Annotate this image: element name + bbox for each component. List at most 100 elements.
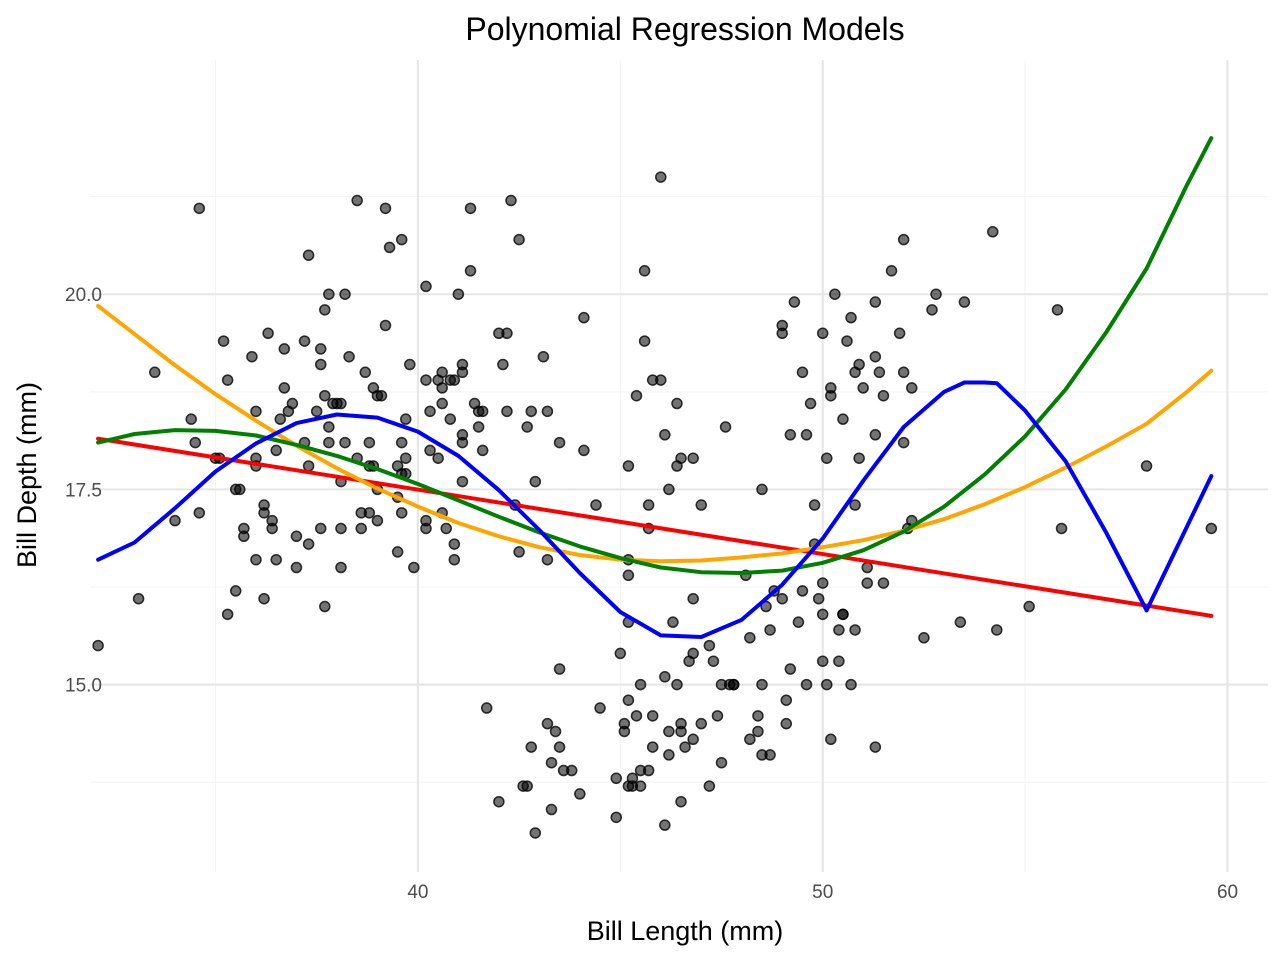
data-point xyxy=(897,436,910,449)
data-point xyxy=(756,483,768,496)
data-point xyxy=(464,202,477,215)
data-point xyxy=(493,795,505,808)
data-point xyxy=(784,663,797,675)
data-point xyxy=(383,241,396,254)
data-point xyxy=(675,717,687,730)
data-point xyxy=(400,452,412,464)
data-point xyxy=(464,265,477,277)
data-point xyxy=(958,296,971,308)
data-point xyxy=(395,436,408,449)
data-point xyxy=(869,741,882,753)
data-point xyxy=(659,671,671,683)
data-point xyxy=(760,600,772,613)
data-point xyxy=(448,538,461,550)
y-axis-label: Bill Depth (mm) xyxy=(12,382,42,568)
regression-line-2 xyxy=(96,303,1214,564)
data-point xyxy=(545,756,558,769)
data-point xyxy=(314,522,327,535)
y-tick-label: 15.0 xyxy=(65,676,102,697)
data-point xyxy=(339,436,351,449)
data-point xyxy=(877,389,890,402)
data-point xyxy=(529,475,542,488)
data-point xyxy=(302,249,315,261)
x-tick-label: 40 xyxy=(407,882,428,903)
data-point xyxy=(302,538,315,550)
data-point xyxy=(744,733,756,746)
data-point xyxy=(614,647,627,660)
data-point xyxy=(679,741,691,753)
data-point xyxy=(505,194,517,207)
data-point xyxy=(290,530,303,543)
data-point xyxy=(408,561,420,574)
data-point xyxy=(456,358,469,371)
data-point xyxy=(986,226,999,238)
x-axis-label: Bill Length (mm) xyxy=(587,916,784,946)
data-point xyxy=(319,389,331,402)
data-point xyxy=(323,421,335,433)
data-point xyxy=(756,678,768,691)
data-point xyxy=(646,710,659,722)
data-point xyxy=(343,350,355,363)
data-point xyxy=(132,592,145,605)
data-point xyxy=(432,452,444,464)
data-point xyxy=(310,405,323,418)
data-point xyxy=(565,764,578,777)
data-point xyxy=(780,694,793,706)
data-point xyxy=(185,413,197,425)
data-point xyxy=(278,382,291,394)
data-point xyxy=(314,358,327,371)
y-tick-label: 17.5 xyxy=(65,480,102,501)
data-point xyxy=(663,749,675,761)
data-point xyxy=(497,358,509,371)
data-point xyxy=(663,725,675,738)
data-point xyxy=(796,585,809,597)
major-gridlines xyxy=(90,60,1268,872)
data-point xyxy=(541,717,554,730)
data-point xyxy=(278,343,291,355)
data-point xyxy=(335,397,347,410)
data-point xyxy=(634,678,647,691)
data-point xyxy=(424,405,436,418)
data-point xyxy=(250,405,262,418)
data-point xyxy=(193,202,206,215)
data-point xyxy=(792,616,805,628)
data-point xyxy=(695,717,708,730)
data-point xyxy=(642,499,655,511)
data-point xyxy=(258,507,270,519)
data-point xyxy=(869,296,882,308)
data-point xyxy=(885,265,898,277)
x-tick-label: 60 xyxy=(1217,882,1238,903)
data-point xyxy=(404,358,416,371)
data-points xyxy=(92,171,1218,839)
data-point xyxy=(1023,600,1035,613)
data-point xyxy=(655,171,667,183)
x-tick-label: 50 xyxy=(812,882,833,903)
data-point xyxy=(578,311,590,324)
data-point xyxy=(436,382,448,394)
data-point xyxy=(610,772,623,785)
data-point xyxy=(638,335,651,347)
data-point xyxy=(270,444,282,457)
data-point xyxy=(918,632,930,644)
data-point xyxy=(837,608,849,621)
data-point xyxy=(420,374,432,386)
data-point xyxy=(816,327,829,340)
data-point xyxy=(420,280,432,293)
data-point xyxy=(391,546,404,558)
data-point xyxy=(655,374,667,386)
data-point xyxy=(323,288,335,300)
data-point xyxy=(687,733,699,746)
data-point xyxy=(335,561,347,574)
data-point xyxy=(833,624,845,636)
data-point xyxy=(869,429,882,441)
data-point xyxy=(780,717,793,730)
data-point xyxy=(727,678,740,691)
data-point xyxy=(250,553,262,566)
data-point xyxy=(169,514,181,527)
data-point xyxy=(472,421,485,433)
data-point xyxy=(286,397,299,410)
data-point xyxy=(456,436,469,449)
data-point xyxy=(808,499,821,511)
y-tick-label: 20.0 xyxy=(65,285,102,306)
data-point xyxy=(379,319,392,332)
